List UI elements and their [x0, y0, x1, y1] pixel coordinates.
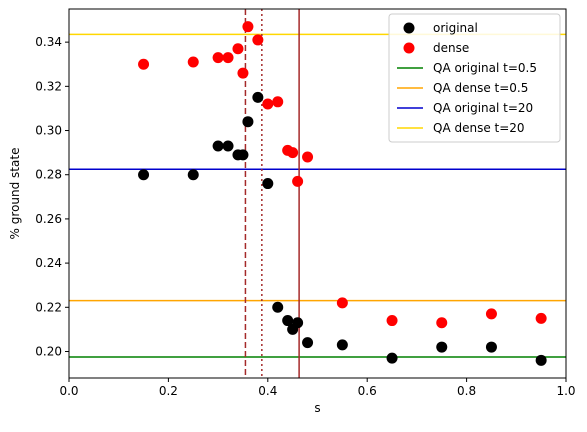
- point-dense-0: [138, 58, 150, 70]
- legend-marker-0: [403, 22, 415, 34]
- point-original-12: [292, 317, 304, 329]
- legend: original dense QA original t=0.5 QA dense t…: [388, 13, 561, 143]
- legend-label-4: QA original t=20: [433, 101, 533, 115]
- y-tick-label-6: 0.32: [35, 79, 62, 93]
- y-tick-label-1: 0.22: [35, 300, 62, 314]
- point-dense-7: [252, 34, 264, 46]
- x-tick-label-1: 0.2: [159, 384, 178, 398]
- point-dense-15: [386, 315, 398, 327]
- x-axis-label: s: [314, 401, 320, 415]
- x-tick-label-4: 0.8: [457, 384, 476, 398]
- series-dense: [138, 21, 547, 329]
- point-original-0: [138, 169, 150, 181]
- point-dense-1: [187, 56, 199, 68]
- point-original-8: [262, 178, 274, 190]
- legend-marker-1: [403, 42, 415, 54]
- y-tick-label-5: 0.30: [35, 124, 62, 138]
- x-tick-label-3: 0.6: [358, 384, 377, 398]
- point-dense-5: [237, 67, 249, 79]
- point-dense-17: [485, 308, 497, 320]
- point-dense-18: [535, 312, 547, 324]
- plot-frame: [68, 8, 567, 379]
- x-tick-label-0: 0.0: [59, 384, 78, 398]
- point-dense-6: [242, 21, 254, 33]
- point-dense-3: [222, 52, 234, 64]
- legend-box: [388, 13, 561, 143]
- y-tick-label-7: 0.34: [35, 35, 62, 49]
- point-original-13: [302, 337, 314, 349]
- point-dense-13: [302, 151, 314, 163]
- y-axis: 0.20 0.22 0.24 0.26 0.28 0.30 0.32 0.34: [35, 35, 69, 358]
- x-tick-label-2: 0.4: [258, 384, 277, 398]
- x-axis: 0.0 0.2 0.4 0.6 0.8 1.0: [59, 378, 576, 398]
- point-original-14: [336, 339, 348, 351]
- y-tick-label-4: 0.28: [35, 168, 62, 182]
- point-original-18: [535, 354, 547, 366]
- y-tick-label-0: 0.20: [35, 344, 62, 358]
- point-original-10: [282, 315, 294, 327]
- point-dense-9: [272, 96, 284, 108]
- y-tick-label-2: 0.24: [35, 256, 62, 270]
- point-original-9: [272, 301, 284, 313]
- point-dense-12: [292, 175, 304, 187]
- legend-label-3: QA dense t=0.5: [433, 81, 528, 95]
- point-original-5: [237, 149, 249, 161]
- point-original-16: [436, 341, 448, 353]
- point-original-17: [485, 341, 497, 353]
- y-axis-label: % ground state: [8, 148, 22, 240]
- point-original-7: [252, 91, 264, 103]
- point-dense-16: [436, 317, 448, 329]
- legend-label-0: original: [433, 21, 478, 35]
- legend-label-2: QA original t=0.5: [433, 61, 537, 75]
- point-dense-11: [287, 147, 299, 159]
- point-dense-8: [262, 98, 274, 110]
- point-dense-14: [336, 297, 348, 309]
- point-original-3: [222, 140, 234, 152]
- point-original-15: [386, 352, 398, 364]
- legend-label-5: QA dense t=20: [433, 121, 525, 135]
- y-tick-label-3: 0.26: [35, 212, 62, 226]
- series-original: [138, 91, 547, 366]
- point-dense-2: [212, 52, 224, 64]
- point-dense-4: [232, 43, 244, 55]
- point-original-2: [212, 140, 224, 152]
- x-tick-label-5: 1.0: [556, 384, 575, 398]
- plot-content: [69, 9, 566, 378]
- point-original-6: [242, 116, 254, 128]
- plot-area: [68, 8, 567, 379]
- point-original-1: [187, 169, 199, 181]
- legend-label-1: dense: [433, 41, 469, 55]
